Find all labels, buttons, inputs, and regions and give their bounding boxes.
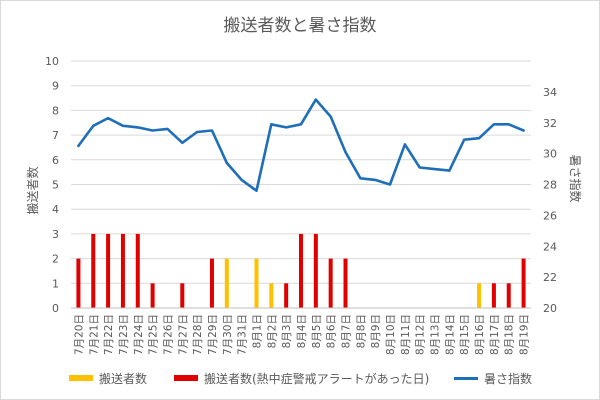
- y-tick-label: 4: [52, 203, 59, 216]
- x-tick-label: 7月25日: [148, 314, 160, 355]
- bar-alert: [328, 258, 333, 308]
- legend-label-alert: 搬送者数(熱中症警戒アラートがあった日): [204, 371, 430, 386]
- x-tick-label: 8月12日: [415, 314, 427, 355]
- y-tick-label: 1: [52, 277, 59, 290]
- bar-alert: [91, 233, 96, 308]
- x-tick-label: 7月20日: [73, 314, 85, 355]
- y-tick-label: 0: [52, 302, 59, 315]
- x-tick-label: 8月15日: [459, 314, 471, 355]
- bar-alert: [180, 283, 185, 308]
- bar-alert: [491, 283, 496, 308]
- x-tick-label: 7月28日: [192, 314, 204, 355]
- legend-swatch-alert: [174, 375, 198, 381]
- y-tick-label: 9: [52, 80, 59, 93]
- x-tick-label: 8月7日: [341, 314, 353, 348]
- bar-alert: [299, 233, 303, 308]
- chart-title: 搬送者数と暑さ指数: [223, 16, 377, 36]
- y-tick-label: 2: [52, 253, 59, 266]
- legend-swatch-transport: [69, 375, 93, 381]
- x-tick-label: 8月16日: [474, 314, 486, 355]
- x-tick-label: 7月29日: [207, 314, 219, 355]
- x-tick-label: 8月14日: [444, 314, 456, 355]
- bar-alert: [284, 283, 289, 308]
- legend-item-transport: 搬送者数: [69, 370, 147, 386]
- y2-tick-label: 28: [543, 179, 557, 192]
- bar-alert: [135, 233, 140, 308]
- x-tick-label: 7月21日: [88, 314, 100, 355]
- y2-tick-label: 32: [543, 117, 557, 130]
- y-tick-label: 8: [52, 104, 59, 117]
- y2-tick-label: 20: [543, 302, 557, 315]
- y-tick-label: 7: [52, 129, 59, 142]
- x-tick-label: 8月19日: [519, 314, 531, 355]
- x-tick-label: 7月26日: [162, 314, 174, 355]
- bar-alert: [343, 258, 348, 308]
- x-tick-label: 8月2日: [266, 314, 278, 348]
- bar-transport: [224, 258, 229, 308]
- x-tick-label: 8月6日: [326, 314, 338, 348]
- x-tick-label: 7月22日: [103, 314, 115, 355]
- bar-alert: [150, 283, 155, 308]
- x-tick-label: 8月18日: [504, 314, 516, 355]
- x-tick-label: 8月17日: [489, 314, 501, 355]
- bar-transport: [254, 258, 259, 308]
- legend-item-alert: 搬送者数(熱中症警戒アラートがあった日): [174, 370, 429, 386]
- x-tick-label: 8月1日: [251, 314, 263, 348]
- y2-tick-label: 26: [543, 209, 557, 222]
- y2-tick-label: 30: [543, 148, 557, 161]
- legend-label-transport: 搬送者数: [99, 371, 148, 386]
- x-tick-label: 7月23日: [118, 314, 130, 355]
- y-tick-label: 5: [52, 179, 59, 192]
- bar-alert: [521, 258, 526, 308]
- y-tick-label: 10: [45, 55, 59, 68]
- y2-tick-label: 22: [543, 271, 557, 284]
- x-tick-label: 8月5日: [311, 314, 323, 348]
- x-tick-label: 8月11日: [400, 314, 412, 355]
- y2-axis-title: 暑さ指数: [568, 155, 583, 203]
- bar-alert: [506, 283, 511, 308]
- x-tick-label: 8月4日: [296, 314, 308, 348]
- line-wbgt: [77, 98, 525, 192]
- x-tick-label: 8月13日: [430, 314, 442, 355]
- bar-alert: [76, 258, 81, 308]
- bar-alert: [313, 233, 318, 308]
- x-tick-label: 8月3日: [281, 314, 293, 348]
- x-tick-label: 7月27日: [177, 314, 189, 355]
- bar-alert: [209, 258, 214, 308]
- bar-transport: [269, 283, 274, 308]
- x-tick-label: 8月10日: [385, 314, 397, 355]
- y2-tick-label: 24: [543, 240, 557, 253]
- x-tick-label: 7月31日: [237, 314, 249, 355]
- x-tick-label: 7月24日: [133, 314, 145, 355]
- x-tick-label: 8月9日: [370, 314, 382, 348]
- y2-tick-label: 34: [543, 86, 557, 99]
- x-tick-label: 8月8日: [355, 314, 367, 348]
- x-tick-label: 7月30日: [222, 314, 234, 355]
- y-tick-label: 6: [52, 154, 59, 167]
- legend-swatch-wbgt: [454, 376, 478, 380]
- y-axis-title: 搬送者数: [25, 166, 40, 214]
- legend-item-wbgt: 暑さ指数: [454, 370, 532, 386]
- bar-alert: [106, 233, 111, 308]
- bar-transport: [477, 283, 482, 308]
- legend-label-wbgt: 暑さ指数: [484, 371, 533, 386]
- bar-alert: [120, 233, 125, 308]
- y-tick-label: 3: [52, 228, 59, 241]
